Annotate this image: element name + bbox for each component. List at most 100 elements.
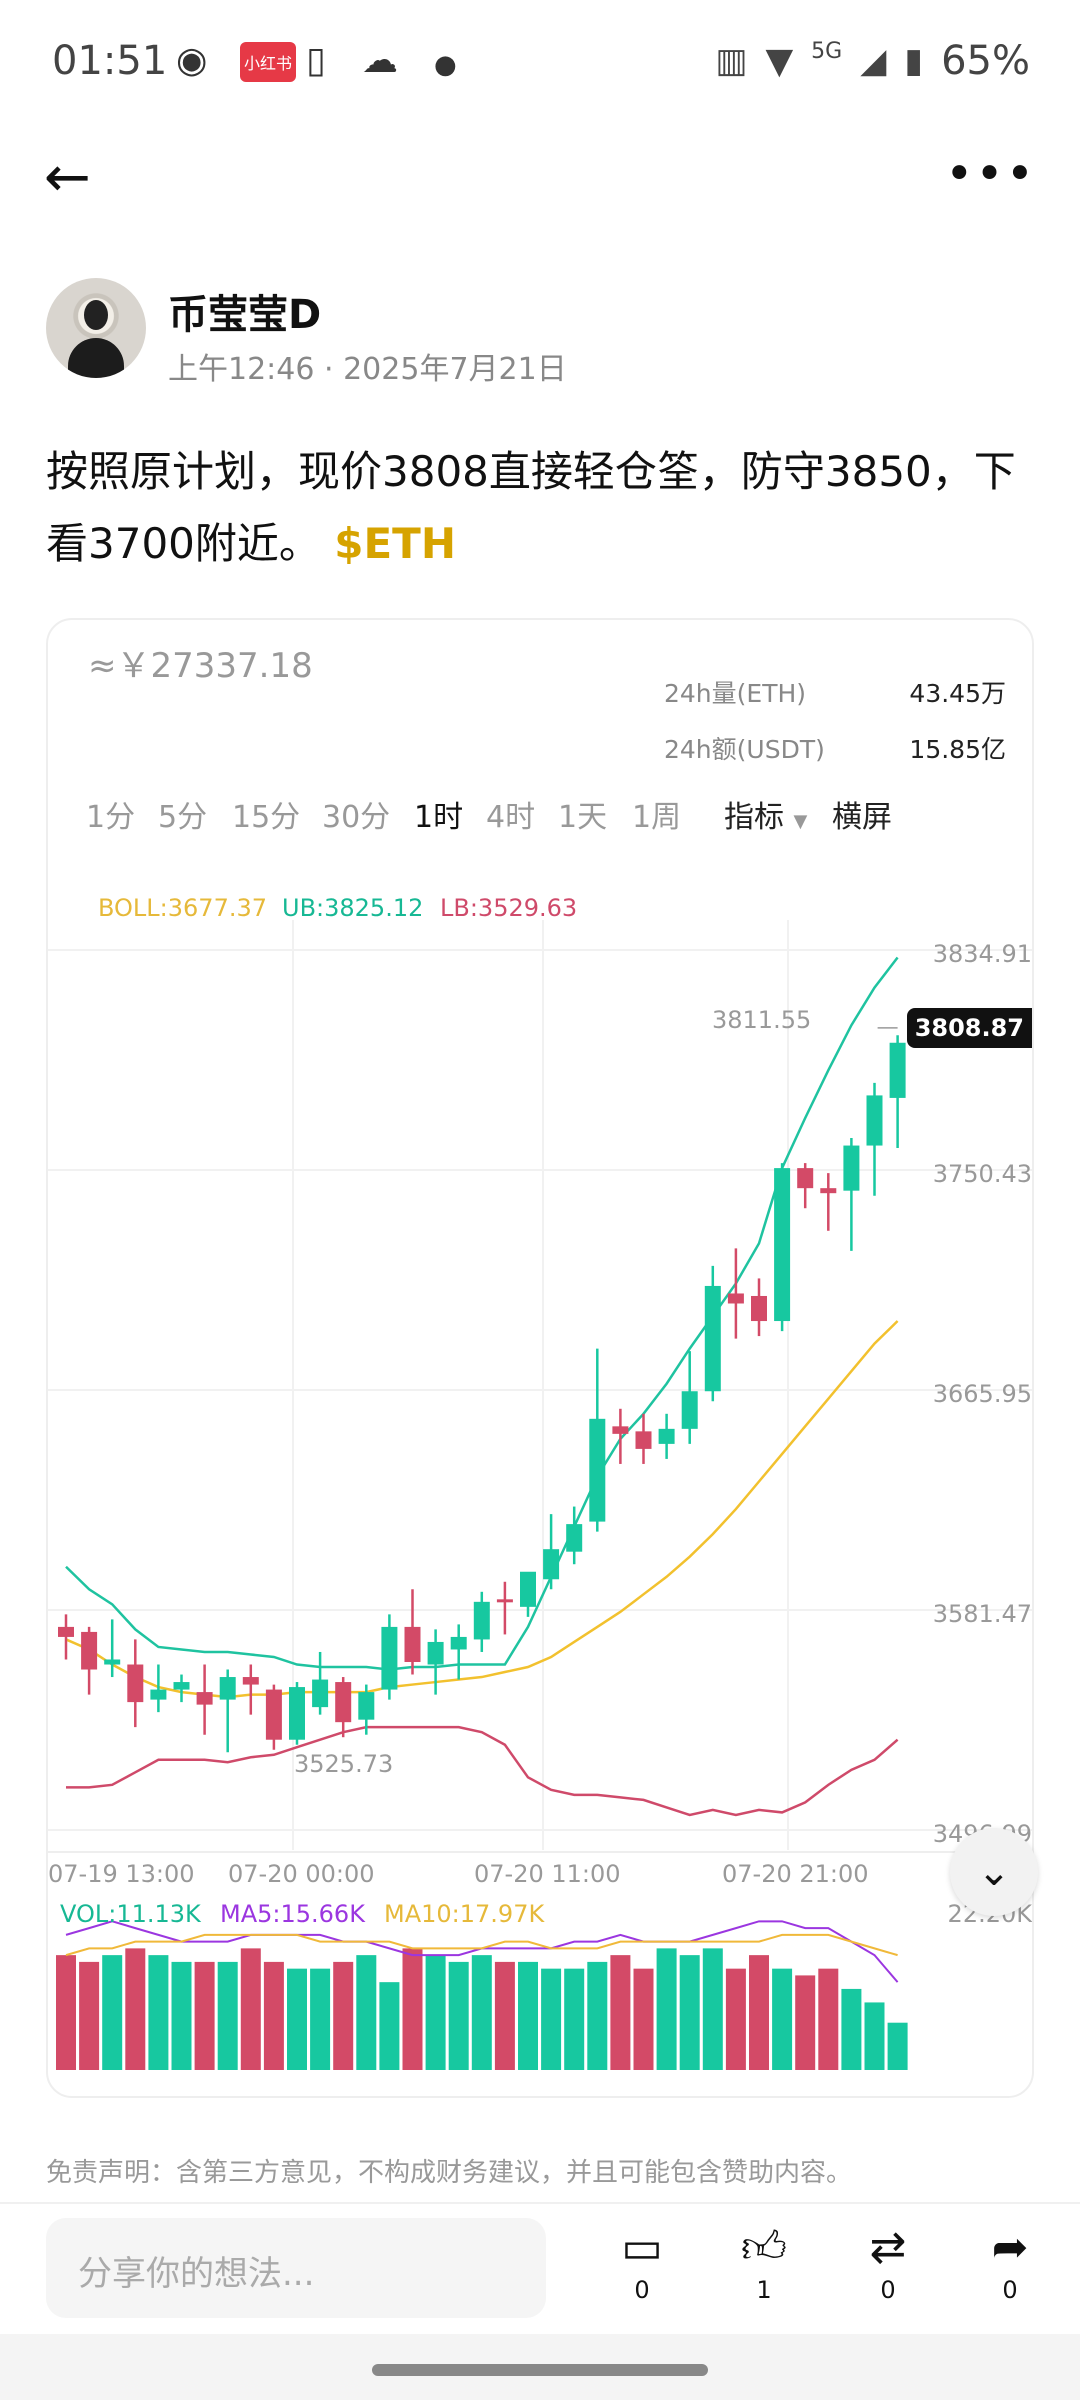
candle-body bbox=[81, 1631, 98, 1670]
boll-value: BOLL:3677.37 bbox=[98, 894, 268, 922]
volume-bar bbox=[587, 1961, 608, 2070]
volume-bar bbox=[79, 1961, 100, 2070]
volume-bar bbox=[240, 1948, 261, 2070]
candle-body bbox=[543, 1549, 560, 1580]
candle-body bbox=[450, 1636, 467, 1650]
price-cny: ≈￥27337.18 bbox=[88, 646, 313, 686]
candle-body bbox=[312, 1679, 329, 1708]
post-date: 2025年7月21日 bbox=[343, 352, 567, 387]
chart-card[interactable]: ≈￥27337.18 24h量(ETH) 43.45万 24h额(USDT) 1… bbox=[46, 618, 1034, 2098]
back-arrow-icon[interactable]: ← bbox=[44, 145, 91, 210]
volume-bar bbox=[518, 1961, 538, 2070]
repost-button[interactable]: ⇄ 0 bbox=[858, 2220, 918, 2304]
tab-30m[interactable]: 30分 bbox=[322, 800, 391, 835]
like-button[interactable]: 👍︎ 1 bbox=[734, 2220, 794, 2304]
stat-label: 24h量(ETH) bbox=[664, 679, 807, 708]
candle-body bbox=[58, 1626, 74, 1637]
tab-1w[interactable]: 1周 bbox=[632, 800, 682, 835]
candle-body bbox=[473, 1601, 490, 1640]
signal-icon: ◢ bbox=[860, 41, 887, 81]
thumbs-up-icon: 👍︎ bbox=[741, 2222, 787, 2273]
volume-bar bbox=[448, 1961, 469, 2070]
volume-bar bbox=[333, 1961, 354, 2070]
tab-5m[interactable]: 5分 bbox=[158, 800, 208, 835]
ma10-line bbox=[65, 1933, 898, 1957]
candle-body bbox=[658, 1428, 675, 1444]
ub-value: UB:3825.12 bbox=[282, 894, 424, 922]
volume-bar bbox=[148, 1955, 169, 2070]
double-chevron-down-icon: ⌄ bbox=[977, 1849, 1011, 1895]
current-price-tag: 3808.87 bbox=[906, 1008, 1032, 1048]
candle-body bbox=[797, 1168, 814, 1189]
x-axis-label: 07-19 13:00 bbox=[48, 1860, 195, 1888]
avatar[interactable] bbox=[46, 278, 146, 378]
xiaohongshu-icon: 小红书 bbox=[240, 42, 297, 82]
volume-bar bbox=[795, 1975, 816, 2070]
stat-value: 15.85亿 bbox=[909, 735, 1006, 764]
y-axis-label: 3665.95 bbox=[932, 1380, 1032, 1408]
volume-bar bbox=[633, 1968, 654, 2070]
scroll-down-button[interactable]: ⌄ bbox=[950, 1828, 1038, 1916]
candle-body bbox=[150, 1689, 167, 1700]
volume-bar bbox=[772, 1968, 793, 2070]
candle-body bbox=[104, 1659, 121, 1665]
candle-body bbox=[635, 1431, 652, 1449]
indicator-dropdown[interactable]: 指标 ▼ bbox=[724, 792, 807, 836]
volume-bar bbox=[864, 2002, 885, 2070]
volume-bar bbox=[125, 1948, 146, 2070]
x-axis-label: 07-20 11:00 bbox=[474, 1860, 621, 1888]
y-axis-label: 3750.43 bbox=[932, 1160, 1032, 1188]
volume-bar bbox=[679, 1955, 700, 2070]
tab-1h[interactable]: 1时 bbox=[414, 800, 464, 835]
more-options-icon[interactable]: ••• bbox=[945, 146, 1036, 202]
candle-body bbox=[820, 1188, 837, 1194]
candle-body bbox=[520, 1571, 536, 1607]
share-icon: ➦ bbox=[991, 2222, 1029, 2273]
candle-body bbox=[381, 1626, 398, 1690]
candlestick-chart[interactable] bbox=[48, 620, 1034, 2098]
candle-body bbox=[358, 1692, 375, 1720]
tab-15m[interactable]: 15分 bbox=[232, 800, 301, 835]
candle-body bbox=[173, 1682, 190, 1690]
weibo-icon: ◉ bbox=[176, 40, 208, 81]
caret-down-icon: ▼ bbox=[793, 811, 808, 832]
volume-bar bbox=[702, 1948, 723, 2070]
share-button[interactable]: ➦ 0 bbox=[980, 2220, 1040, 2304]
candle-body bbox=[242, 1677, 259, 1685]
candle-body bbox=[589, 1418, 606, 1522]
comment-button[interactable]: ▭ 0 bbox=[612, 2220, 672, 2304]
tab-1m[interactable]: 1分 bbox=[86, 800, 136, 835]
ma5-value: MA5:15.66K bbox=[220, 1900, 365, 1928]
candle-body bbox=[866, 1095, 883, 1146]
boll-upper-line bbox=[65, 956, 899, 1671]
tab-1d[interactable]: 1天 bbox=[558, 800, 608, 835]
home-indicator[interactable] bbox=[372, 2364, 708, 2376]
candle-body bbox=[219, 1677, 236, 1700]
comment-input[interactable]: 分享你的想法... bbox=[46, 2218, 546, 2318]
volume-bar bbox=[102, 1955, 123, 2070]
volume-bar bbox=[887, 2022, 908, 2070]
candle-body bbox=[774, 1168, 791, 1322]
comment-icon: ▭ bbox=[621, 2222, 663, 2273]
volume-bar bbox=[818, 1968, 839, 2070]
y-axis-label: 3834.91 bbox=[932, 940, 1032, 968]
indicator-label: 指标 bbox=[724, 800, 784, 835]
y-axis-label: 3581.47 bbox=[932, 1600, 1032, 1628]
phone-sync-icon: ▯ bbox=[306, 40, 326, 81]
vibrate-icon: ▥ bbox=[715, 41, 748, 81]
post-tag-link[interactable]: $ETH bbox=[334, 519, 456, 568]
candle-body bbox=[612, 1426, 629, 1434]
landscape-button[interactable]: 横屏 bbox=[832, 800, 892, 835]
author-name[interactable]: 币莹莹D bbox=[168, 292, 322, 338]
tab-4h[interactable]: 4时 bbox=[486, 800, 536, 835]
candle-body bbox=[704, 1285, 721, 1392]
repost-count: 0 bbox=[880, 2276, 896, 2304]
volume-bar bbox=[379, 1982, 400, 2070]
x-axis-label: 07-20 00:00 bbox=[228, 1860, 375, 1888]
volume-bar bbox=[310, 1968, 331, 2070]
volume-bar bbox=[656, 1948, 677, 2070]
network-label: 5G bbox=[811, 38, 843, 64]
volume-bar bbox=[541, 1968, 562, 2070]
like-count: 1 bbox=[756, 2276, 772, 2304]
stat-label: 24h额(USDT) bbox=[664, 735, 825, 764]
